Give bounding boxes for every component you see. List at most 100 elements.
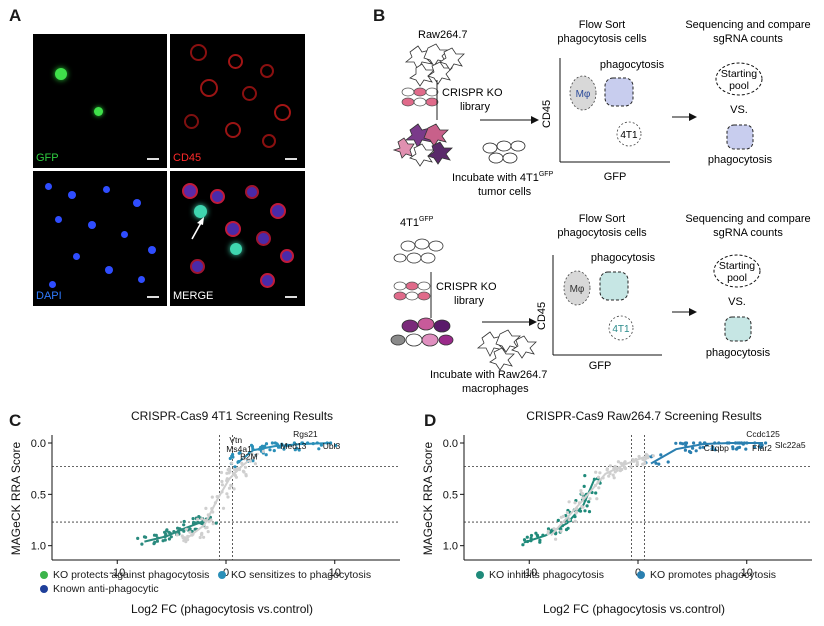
data-point xyxy=(186,534,190,538)
bottom-cell-line: 4T1GFP xyxy=(400,216,434,229)
data-point xyxy=(632,459,636,463)
data-point xyxy=(241,469,245,473)
chart-raw-screening: CRISPR-Cas9 Raw264.7 Screening Results 0.… xyxy=(421,409,812,616)
data-point xyxy=(744,447,748,451)
panel-letter-d: D xyxy=(424,411,437,430)
data-point xyxy=(280,442,284,446)
bottom-library-line2: library xyxy=(454,295,484,307)
dapi-label: DAPI xyxy=(36,290,62,302)
data-point xyxy=(733,441,738,445)
data-point xyxy=(176,529,180,533)
data-point xyxy=(247,451,252,455)
data-point xyxy=(643,461,647,465)
data-point xyxy=(231,452,235,457)
data-point xyxy=(637,454,641,459)
top-starting-pool-2: pool xyxy=(729,80,749,92)
data-point xyxy=(645,453,649,457)
data-point xyxy=(588,497,592,501)
data-point xyxy=(278,445,282,449)
data-point xyxy=(698,446,702,450)
data-point xyxy=(727,441,731,445)
top-incubate-line2: tumor cells xyxy=(478,186,532,198)
data-point xyxy=(605,468,609,472)
data-point xyxy=(230,461,234,465)
data-point xyxy=(608,471,612,476)
legend-c-swatch1 xyxy=(40,571,48,579)
top-gate-phago-label: phagocytosis xyxy=(600,59,665,71)
gene-annotation: Vtn xyxy=(229,435,242,445)
data-point xyxy=(580,491,584,495)
data-point xyxy=(163,535,167,539)
data-point xyxy=(251,459,255,463)
data-point xyxy=(227,467,232,471)
data-point xyxy=(250,452,254,456)
data-point xyxy=(535,534,540,538)
transduced-tumor-cells-icon xyxy=(390,317,454,347)
data-point xyxy=(534,531,538,535)
data-point xyxy=(182,519,186,524)
data-point xyxy=(232,487,236,491)
data-point xyxy=(196,520,200,525)
x-tick-label: 10 xyxy=(329,567,341,579)
data-point xyxy=(561,514,565,518)
data-point xyxy=(529,533,534,538)
data-point xyxy=(538,538,542,542)
top-starting-pool xyxy=(715,62,763,96)
data-point xyxy=(163,538,167,542)
top-phago-result-label: phagocytosis xyxy=(708,154,773,166)
y-tick-label: 0.0 xyxy=(443,438,458,450)
data-point xyxy=(182,529,186,533)
data-point xyxy=(581,505,585,509)
gene-annotation: Ubl3 xyxy=(323,441,341,451)
data-point xyxy=(587,510,592,514)
data-point xyxy=(219,470,224,475)
data-point xyxy=(260,444,264,448)
top-gate-phago xyxy=(604,77,634,107)
data-point xyxy=(152,533,157,537)
data-point xyxy=(329,441,333,445)
data-point xyxy=(674,441,678,445)
data-point xyxy=(227,471,231,475)
tumor-cells-icon xyxy=(482,140,526,164)
data-point xyxy=(734,447,739,451)
data-point xyxy=(272,449,276,453)
data-point xyxy=(635,460,639,464)
bottom-incubate-line2: macrophages xyxy=(462,383,529,395)
panel-letter-b: B xyxy=(373,6,386,25)
data-point xyxy=(529,539,533,543)
data-point xyxy=(713,441,717,445)
data-point xyxy=(226,495,230,499)
gene-annotation: Slc22a5 xyxy=(775,440,806,450)
data-point xyxy=(554,532,558,536)
data-point xyxy=(745,441,749,445)
chart-title: CRISPR-Cas9 Raw264.7 Screening Results xyxy=(526,409,761,423)
data-point xyxy=(238,451,242,455)
data-point xyxy=(711,445,715,449)
bottom-gate-mphi xyxy=(563,270,591,306)
data-point xyxy=(263,444,267,448)
gene-annotation: Rgs21 xyxy=(293,429,318,439)
data-point xyxy=(284,444,288,448)
x-tick-label: 0 xyxy=(223,567,229,579)
bottom-starting-pool-2: pool xyxy=(727,272,747,284)
top-xaxis: GFP xyxy=(604,171,627,183)
top-seq-title-1: Sequencing and compare xyxy=(685,19,810,31)
top-incubate-line1: Incubate with 4T1GFP xyxy=(452,171,554,184)
data-point xyxy=(620,462,624,466)
microscopy-panel: GFP CD45 DAPI xyxy=(33,34,305,306)
bottom-seq-title-2: sgRNA counts xyxy=(713,227,783,239)
data-point xyxy=(678,441,683,445)
data-point xyxy=(202,535,206,539)
data-point xyxy=(168,531,172,535)
top-vs: VS. xyxy=(730,104,748,116)
data-point xyxy=(597,486,601,490)
bottom-gate-mphi-label: Mφ xyxy=(570,284,585,295)
data-point xyxy=(293,448,297,452)
data-point xyxy=(225,479,229,483)
data-point xyxy=(213,501,217,505)
data-point xyxy=(577,501,581,505)
data-point xyxy=(684,443,688,447)
data-point xyxy=(764,441,768,445)
top-gate-4t1 xyxy=(616,121,642,147)
gene-annotation: B2M xyxy=(240,451,257,461)
